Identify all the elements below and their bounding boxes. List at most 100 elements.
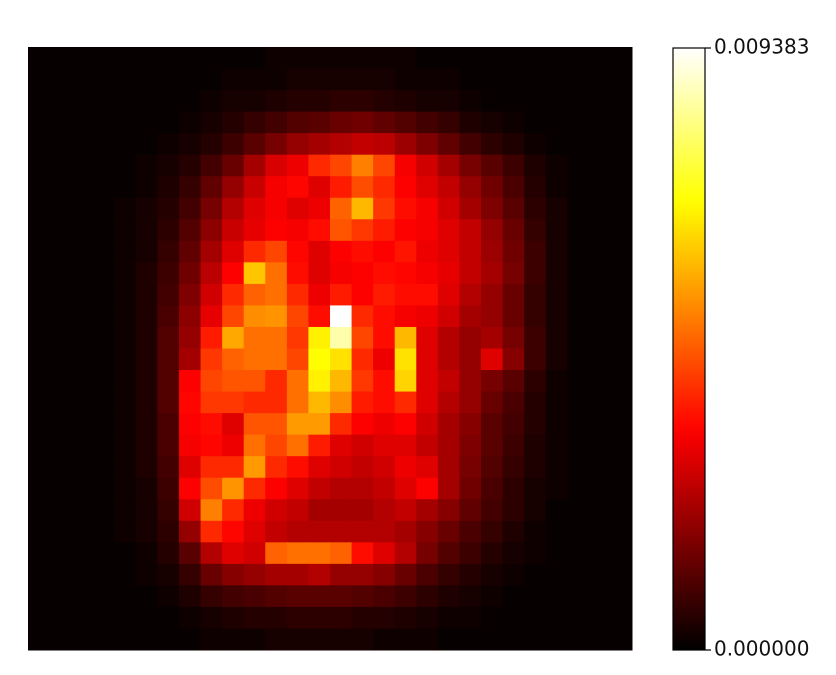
heat-cell — [437, 456, 460, 479]
heat-cell — [373, 326, 396, 349]
heat-cell — [222, 563, 245, 586]
colorbar-tick-label: 0.009383 — [714, 35, 809, 59]
heat-cell — [373, 434, 396, 457]
heat-cell — [610, 90, 633, 113]
heat-cell — [588, 176, 611, 199]
heat-cell — [351, 606, 374, 629]
heat-cell — [135, 542, 158, 565]
heat-cell — [524, 391, 547, 414]
heat-cell — [502, 68, 525, 91]
heat-cell — [416, 262, 439, 285]
heat-cell — [351, 154, 374, 177]
heat-cell — [200, 391, 223, 414]
heat-cell — [330, 499, 353, 522]
heat-cell — [243, 563, 266, 586]
heat-cell — [373, 262, 396, 285]
heat-cell — [394, 90, 417, 113]
heat-cell — [308, 628, 331, 651]
heat-cell — [481, 520, 504, 543]
heat-cell — [610, 520, 633, 543]
heat-cell — [459, 391, 482, 414]
heat-cell — [545, 413, 568, 436]
heat-cell — [135, 283, 158, 306]
heat-cell — [437, 262, 460, 285]
heat-cell — [567, 111, 590, 134]
heat-cell — [286, 370, 309, 393]
heat-cell — [394, 197, 417, 220]
heat-cell — [71, 283, 94, 306]
heat-cell — [567, 348, 590, 371]
heat-cell — [502, 370, 525, 393]
heat-cell — [502, 348, 525, 371]
heat-cell — [157, 628, 180, 651]
heat-cell — [437, 585, 460, 608]
heat-cell — [330, 434, 353, 457]
heat-cell — [545, 563, 568, 586]
heat-cell — [567, 585, 590, 608]
heat-cell — [157, 68, 180, 91]
heat-cell — [308, 283, 331, 306]
heat-cell — [330, 370, 353, 393]
heat-cell — [373, 283, 396, 306]
heat-cell — [28, 68, 51, 91]
heat-cell — [437, 154, 460, 177]
heat-cell — [373, 520, 396, 543]
heat-cell — [135, 370, 158, 393]
heat-cell — [92, 413, 115, 436]
heat-cell — [243, 111, 266, 134]
heat-cell — [437, 197, 460, 220]
heat-cell — [567, 219, 590, 242]
heat-cell — [286, 391, 309, 414]
heat-cell — [416, 370, 439, 393]
heat-cell — [286, 606, 309, 629]
heat-cell — [481, 133, 504, 156]
heat-cell — [610, 133, 633, 156]
heat-cell — [373, 477, 396, 500]
heat-cell — [416, 197, 439, 220]
heat-cell — [49, 240, 72, 263]
heat-cell — [416, 90, 439, 113]
heat-cell — [481, 370, 504, 393]
heat-cell — [28, 585, 51, 608]
heat-cell — [394, 283, 417, 306]
heat-cell — [114, 606, 137, 629]
heat-cell — [502, 520, 525, 543]
heat-cell — [524, 262, 547, 285]
heat-cell — [200, 133, 223, 156]
heat-cell — [588, 348, 611, 371]
heat-cell — [28, 176, 51, 199]
heat-cell — [265, 283, 288, 306]
heat-cell — [524, 628, 547, 651]
heat-cell — [114, 326, 137, 349]
heat-cell — [308, 240, 331, 263]
heat-cell — [200, 520, 223, 543]
heat-cell — [286, 348, 309, 371]
heat-cell — [179, 477, 202, 500]
heat-cell — [222, 305, 245, 328]
heat-cell — [524, 585, 547, 608]
heat-cell — [157, 240, 180, 263]
heat-cell — [545, 391, 568, 414]
heat-cell — [459, 283, 482, 306]
heat-cell — [330, 283, 353, 306]
heat-cell — [49, 154, 72, 177]
heat-cell — [114, 348, 137, 371]
heat-cell — [416, 154, 439, 177]
heat-cell — [243, 176, 266, 199]
heat-cell — [200, 283, 223, 306]
heat-cell — [351, 499, 374, 522]
heat-cell — [394, 47, 417, 70]
heat-cell — [28, 391, 51, 414]
heat-cell — [481, 111, 504, 134]
heat-cell — [243, 520, 266, 543]
heat-cell — [179, 47, 202, 70]
heat-cell — [308, 563, 331, 586]
heat-cell — [71, 262, 94, 285]
heat-cell — [437, 176, 460, 199]
heat-cell — [481, 542, 504, 565]
heat-cell — [200, 628, 223, 651]
heat-cell — [200, 68, 223, 91]
heat-cell — [330, 348, 353, 371]
heat-cell — [179, 90, 202, 113]
heat-cell — [502, 47, 525, 70]
